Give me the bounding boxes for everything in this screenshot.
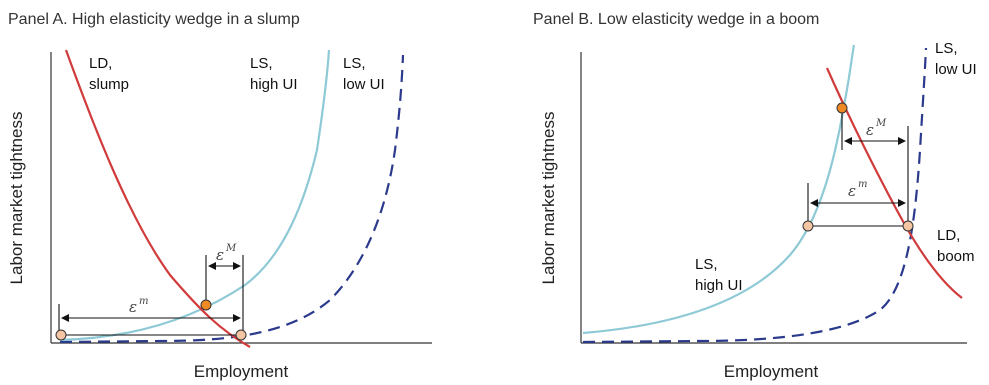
panel-a-low-employment-dot	[55, 329, 67, 341]
panel-a-title: Panel A. High elasticity wedge in a slum…	[8, 11, 300, 28]
panel-b-ld-label-line2: boom	[937, 248, 975, 265]
panel-b-ls-high-label-line1: LS,	[695, 256, 718, 273]
panel-b: Panel B. Low elasticity wedge in a boom …	[533, 11, 977, 381]
panel-a-eps-big-symbol: ε	[216, 246, 224, 264]
panel-a-ls-high-label-line1: LS,	[250, 55, 273, 72]
panel-b-high-ui-dot	[802, 220, 814, 232]
panel-a-eps-small-symbol: ε	[129, 298, 137, 316]
panel-b-eps-big-symbol: ε	[866, 121, 874, 139]
panel-a-ld-label-line1: LD,	[89, 55, 112, 72]
panel-b-eps-big-superscript: M	[875, 118, 887, 129]
panel-b-ls-low-label-line1: LS,	[935, 40, 958, 57]
panel-b-ls-high-label-line2: high UI	[695, 277, 743, 294]
panel-b-x-axis-label: Employment	[724, 362, 819, 381]
panel-a-labor-demand-curve	[64, 49, 251, 348]
panel-a-labor-supply-low-ui-curve	[59, 54, 405, 344]
panel-a-ls-low-label-line1: LS,	[343, 55, 366, 72]
panel-b-low-ui-dot	[902, 220, 914, 232]
panel-a-labor-supply-high-ui-curve	[59, 49, 331, 342]
panel-a-eps-small-superscript: m	[139, 296, 148, 307]
panel-b-labor-supply-high-ui-curve	[582, 44, 856, 335]
panel-a: Panel A. High elasticity wedge in a slum…	[7, 11, 432, 381]
panel-b-y-axis-label: Labor market tightness	[539, 112, 558, 285]
panel-b-ls-low-label-line2: low UI	[935, 61, 977, 78]
panel-a-ls-high-label-line2: high UI	[250, 76, 298, 93]
panel-b-eps-small-symbol: ε	[848, 182, 856, 200]
panel-b-equilibrium-dot	[836, 102, 848, 114]
panel-a-x-axis-label: Employment	[194, 362, 289, 381]
panel-a-ls-low-label-line2: low UI	[343, 76, 385, 93]
panel-a-eps-big-superscript: M	[225, 243, 237, 254]
panel-b-eps-small-superscript: m	[858, 179, 867, 190]
panel-a-high-ui-equilibrium-dot	[200, 299, 212, 311]
panel-b-ld-label-line1: LD,	[937, 227, 960, 244]
panel-b-title: Panel B. Low elasticity wedge in a boom	[533, 11, 819, 28]
panel-a-y-axis-label: Labor market tightness	[7, 112, 26, 285]
panel-b-labor-supply-low-ui-curve	[582, 47, 928, 344]
panel-a-ld-label-line2: slump	[89, 76, 129, 93]
panel-a-low-ui-equilibrium-dot	[235, 329, 247, 341]
